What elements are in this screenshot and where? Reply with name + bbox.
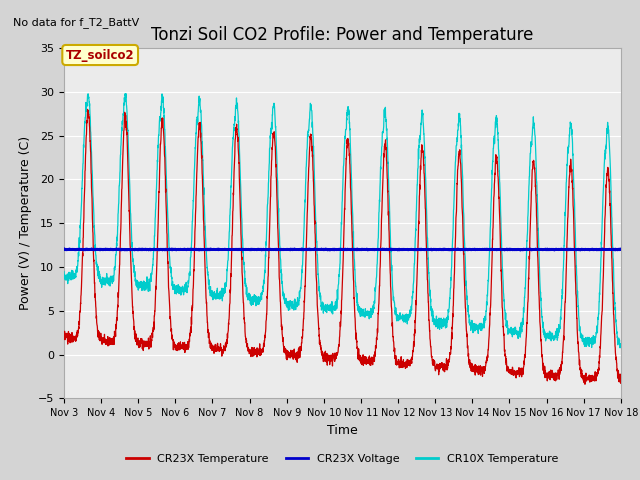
Y-axis label: Power (V) / Temperature (C): Power (V) / Temperature (C)	[19, 136, 33, 310]
Text: No data for f_T2_BattV: No data for f_T2_BattV	[13, 17, 139, 28]
Title: Tonzi Soil CO2 Profile: Power and Temperature: Tonzi Soil CO2 Profile: Power and Temper…	[151, 25, 534, 44]
Text: TZ_soilco2: TZ_soilco2	[66, 48, 134, 61]
X-axis label: Time: Time	[327, 424, 358, 437]
Legend: CR23X Temperature, CR23X Voltage, CR10X Temperature: CR23X Temperature, CR23X Voltage, CR10X …	[122, 449, 563, 468]
